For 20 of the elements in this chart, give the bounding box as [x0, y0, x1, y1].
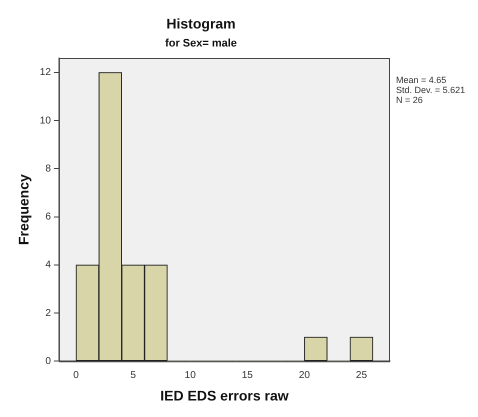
y-tick-label: 6: [45, 212, 52, 223]
x-tick-label: 5: [130, 370, 136, 381]
chart-title: Histogram: [166, 15, 236, 32]
y-tick-label: 8: [45, 163, 52, 174]
y-tick-label: 12: [40, 67, 52, 78]
x-tick-label: 15: [242, 370, 254, 381]
text: Std. Dev. = 5.621: [396, 84, 466, 95]
x-tick-label: 25: [356, 370, 368, 381]
y-tick-label: 10: [40, 115, 52, 126]
x-axis-title: IED EDS errors raw: [160, 387, 289, 404]
chart-subtitle: for Sex= male: [165, 37, 237, 50]
x-tick-label: 0: [73, 370, 80, 381]
y-tick-label: 0: [45, 356, 52, 367]
x-tick-label: 10: [184, 370, 196, 381]
text: N = 26: [396, 94, 423, 105]
y-axis-title: Frequency: [15, 174, 32, 246]
y-tick-label: 4: [45, 260, 52, 271]
x-tick-label: 20: [298, 370, 310, 381]
text: Mean = 4.65: [396, 74, 446, 85]
y-tick-label: 2: [45, 308, 52, 319]
